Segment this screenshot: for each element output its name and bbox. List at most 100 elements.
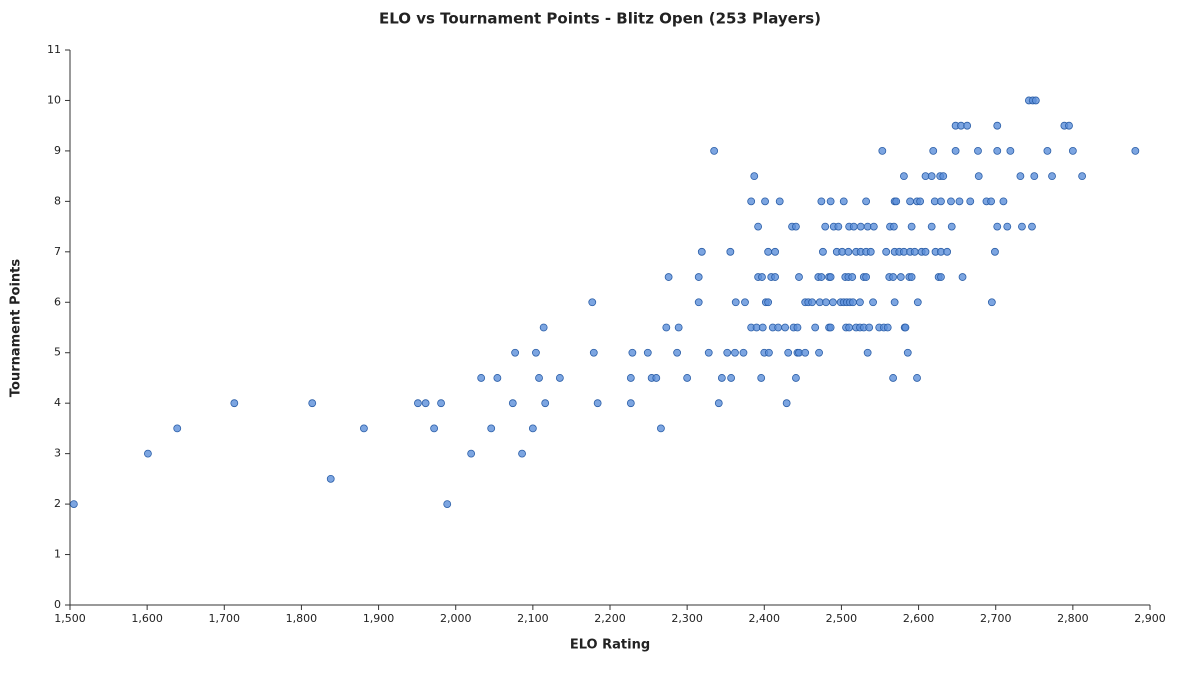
point (878, 147, 887, 155)
point (758, 323, 767, 332)
x-axis-label: ELO Rating (570, 638, 650, 653)
point (528, 424, 537, 433)
point (532, 348, 540, 357)
point (697, 247, 706, 256)
x-tick-label: 1,800 (286, 612, 318, 625)
point (866, 247, 875, 256)
point (826, 323, 835, 332)
point (937, 197, 945, 206)
point (958, 273, 967, 281)
point (1030, 172, 1039, 181)
point (704, 348, 713, 357)
point (991, 247, 999, 256)
point (993, 121, 1002, 130)
point (784, 348, 793, 357)
point (955, 197, 964, 206)
point (869, 298, 877, 307)
point (795, 273, 803, 281)
point (849, 298, 857, 307)
point (694, 273, 703, 281)
point (865, 323, 874, 332)
point (993, 147, 1002, 155)
point (1043, 147, 1052, 155)
point (892, 197, 901, 206)
point (747, 197, 756, 206)
point (652, 374, 661, 382)
point (674, 323, 683, 332)
point (821, 222, 830, 231)
point (710, 147, 719, 155)
point (1003, 222, 1012, 231)
point (539, 323, 548, 332)
point (731, 298, 740, 307)
point (1016, 172, 1025, 181)
point (943, 247, 952, 256)
point (664, 273, 673, 281)
y-tick-label: 10 (47, 93, 61, 106)
point (739, 348, 748, 357)
point (626, 399, 635, 408)
x-tick-label: 1,900 (363, 612, 395, 625)
y-tick-label: 4 (54, 396, 61, 409)
point (815, 348, 823, 357)
point (882, 247, 891, 256)
point (69, 500, 78, 508)
point (987, 298, 996, 307)
point (588, 298, 597, 307)
x-tick-label: 2,700 (980, 612, 1012, 625)
y-tick-label: 5 (54, 346, 61, 359)
point (414, 399, 422, 408)
point (771, 273, 779, 281)
point (896, 273, 905, 281)
point (764, 247, 773, 256)
point (443, 500, 452, 508)
x-tick-label: 2,300 (671, 612, 703, 625)
x-tick-label: 2,900 (1134, 612, 1166, 625)
point (764, 298, 773, 307)
point (230, 399, 239, 408)
y-tick-label: 2 (54, 497, 61, 510)
point (947, 197, 955, 206)
point (826, 197, 835, 206)
x-tick-label: 2,400 (749, 612, 781, 625)
point (626, 374, 635, 382)
point (643, 348, 652, 357)
point (555, 374, 564, 382)
point (907, 273, 916, 281)
point (822, 298, 830, 307)
point (765, 348, 773, 357)
point (1028, 222, 1036, 231)
point (927, 222, 936, 231)
point (889, 273, 898, 281)
point (829, 298, 837, 307)
y-tick-label: 1 (54, 548, 61, 561)
x-tick-label: 1,600 (131, 612, 163, 625)
x-tick-label: 1,700 (209, 612, 241, 625)
point (927, 172, 936, 181)
point (754, 222, 763, 231)
point (974, 147, 982, 155)
point (856, 298, 864, 307)
point (793, 323, 802, 332)
point (906, 197, 914, 206)
point (963, 121, 972, 130)
point (726, 247, 735, 256)
x-tick-label: 2,800 (1057, 612, 1089, 625)
point (839, 197, 848, 206)
point (775, 197, 784, 206)
point (1078, 172, 1087, 181)
point (811, 323, 820, 332)
point (883, 323, 892, 332)
y-tick-label: 6 (54, 295, 61, 308)
point (673, 348, 682, 357)
point (869, 222, 878, 231)
point (947, 222, 956, 231)
point (951, 147, 960, 155)
point (916, 197, 925, 206)
point (987, 197, 995, 206)
point (808, 298, 817, 307)
point (360, 424, 368, 433)
point (862, 273, 871, 281)
point (782, 399, 791, 408)
point (518, 449, 526, 458)
